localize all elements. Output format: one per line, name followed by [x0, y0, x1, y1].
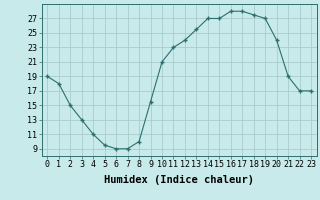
- X-axis label: Humidex (Indice chaleur): Humidex (Indice chaleur): [104, 175, 254, 185]
